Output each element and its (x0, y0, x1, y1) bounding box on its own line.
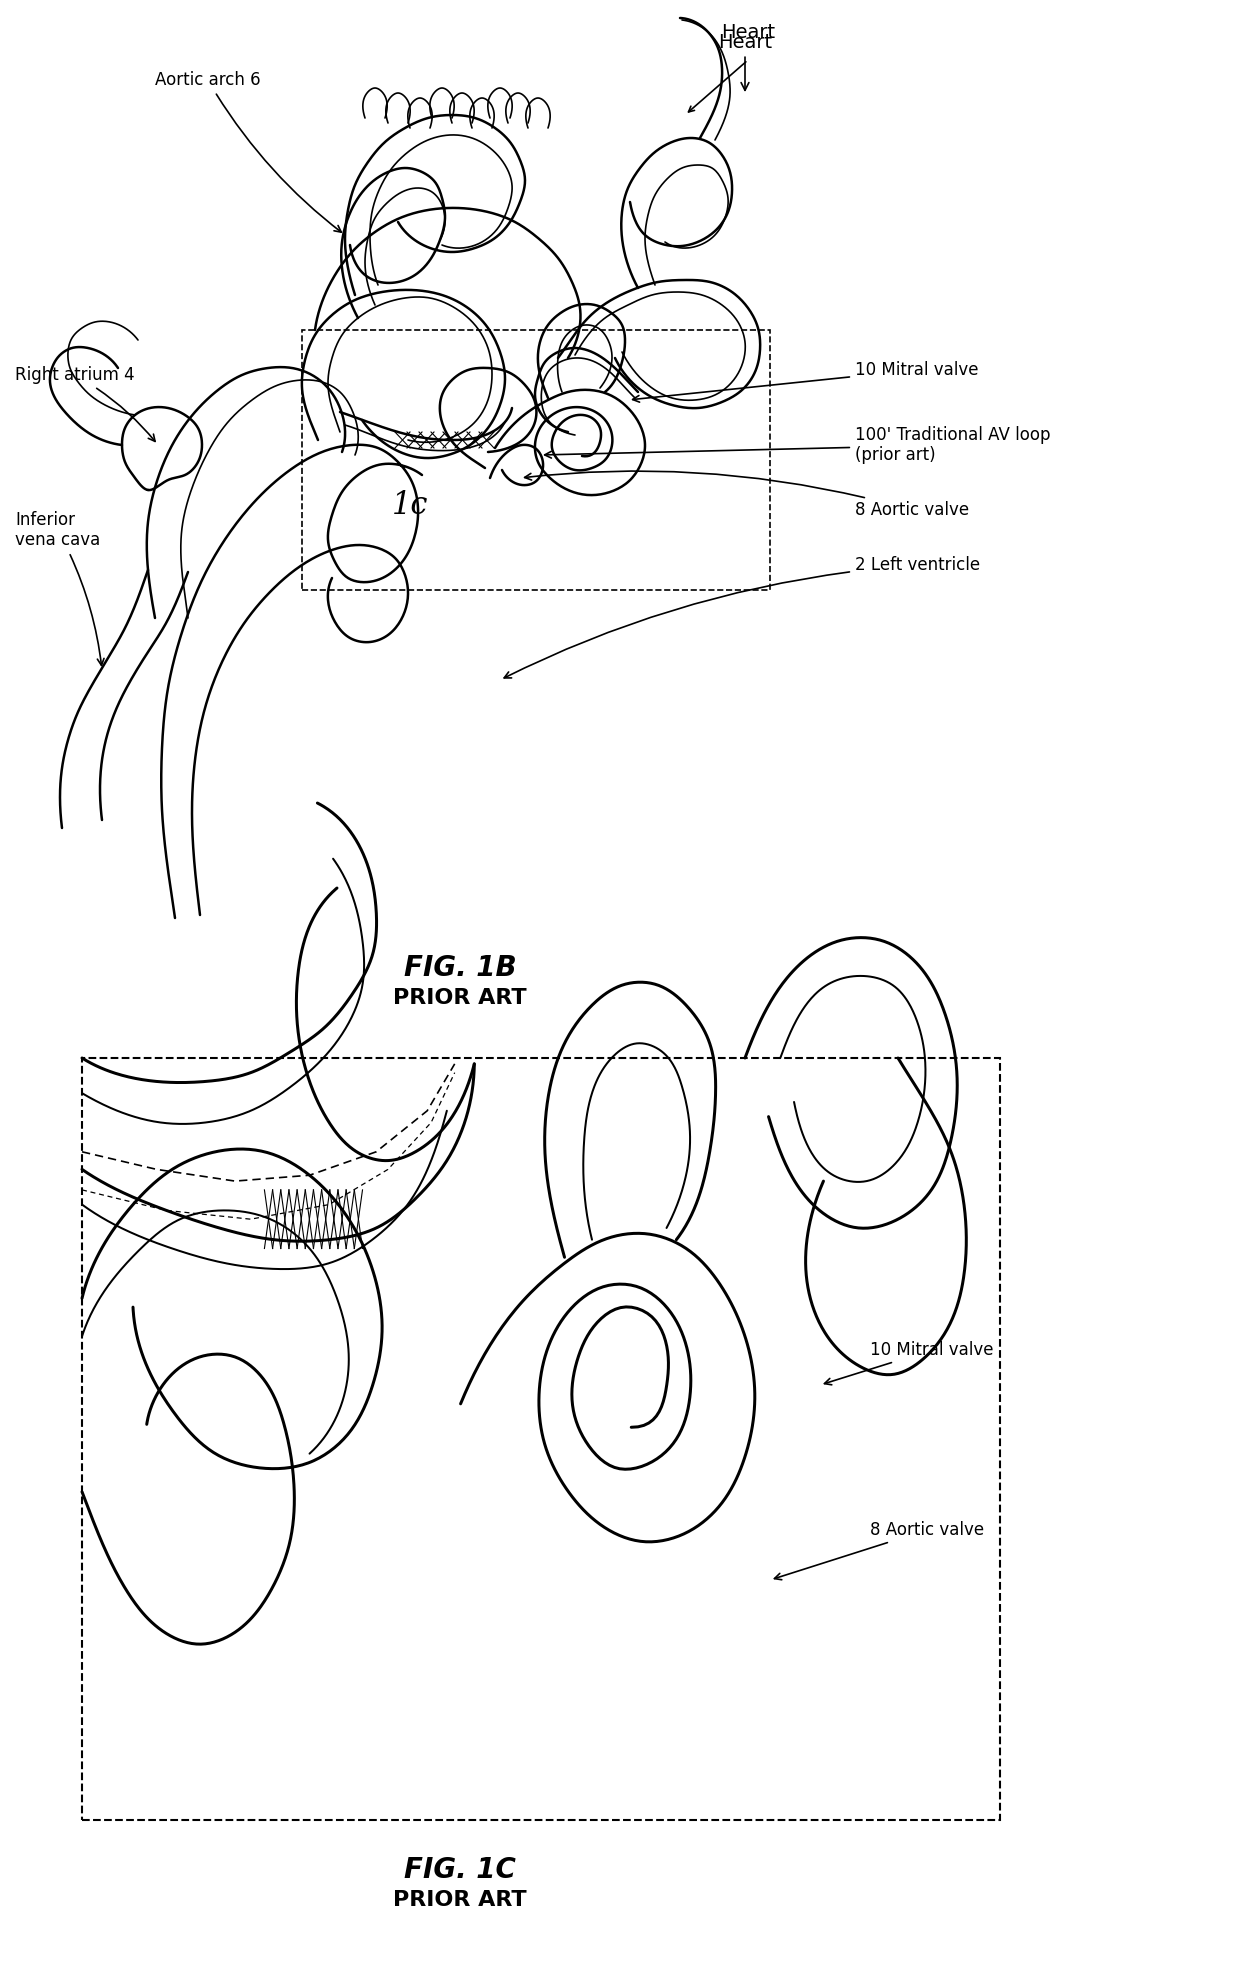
Text: PRIOR ART: PRIOR ART (393, 987, 527, 1009)
Text: 2 Left ventricle: 2 Left ventricle (505, 557, 980, 678)
Text: PRIOR ART: PRIOR ART (393, 1891, 527, 1911)
Text: Heart: Heart (718, 32, 773, 91)
Text: Inferior
vena cava: Inferior vena cava (15, 511, 104, 666)
Text: 100' Traditional AV loop
(prior art): 100' Traditional AV loop (prior art) (544, 426, 1050, 464)
Text: Right atrium 4: Right atrium 4 (15, 367, 155, 442)
Text: 10 Mitral valve: 10 Mitral valve (632, 361, 978, 402)
Text: 1c: 1c (392, 490, 428, 521)
Bar (303, 329, 770, 591)
Text: 10 Mitral valve: 10 Mitral valve (825, 1342, 993, 1385)
Text: Heart: Heart (720, 24, 775, 42)
Text: 8 Aortic valve: 8 Aortic valve (525, 472, 970, 519)
Bar (82, 1058, 999, 1819)
Text: FIG. 1C: FIG. 1C (404, 1855, 516, 1885)
Text: 8 Aortic valve: 8 Aortic valve (775, 1520, 985, 1580)
Text: Aortic arch 6: Aortic arch 6 (155, 71, 341, 232)
Text: FIG. 1B: FIG. 1B (404, 953, 516, 981)
